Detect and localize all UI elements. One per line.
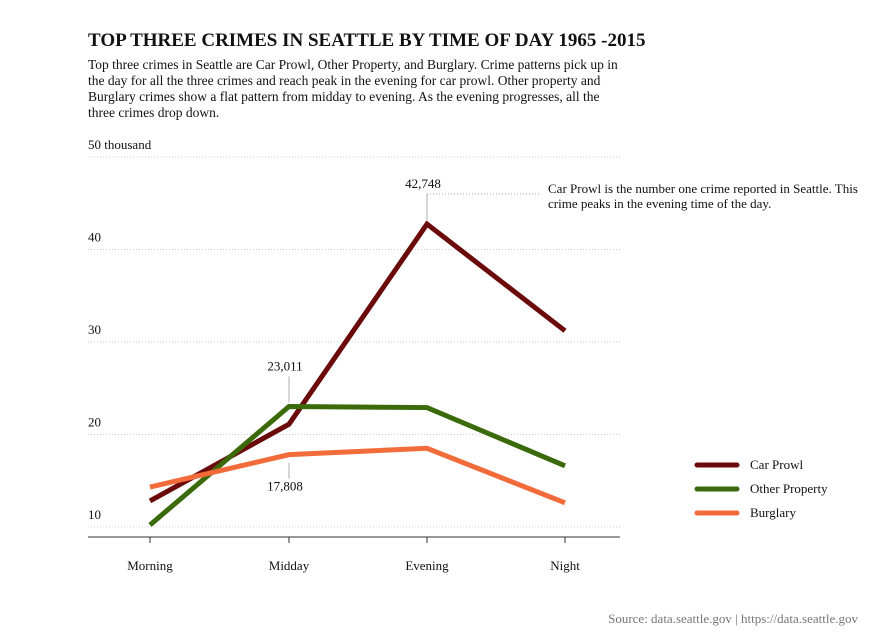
- legend-label: Other Property: [750, 481, 828, 496]
- y-tick-label: 50 thousand: [88, 137, 152, 152]
- y-tick-label: 10: [88, 507, 101, 522]
- chart-title: TOP THREE CRIMES IN SEATTLE BY TIME OF D…: [88, 30, 646, 51]
- value-label: 42,748: [405, 176, 441, 191]
- annotation: Car Prowl is the number one crime report…: [548, 181, 858, 211]
- chart-subtitle: Top three crimes in Seattle are Car Prow…: [88, 57, 618, 120]
- y-tick-label: 40: [88, 229, 101, 244]
- source: Source: data.seattle.gov | https://data.…: [608, 611, 858, 626]
- legend-label: Car Prowl: [750, 457, 803, 472]
- series-line: [148, 404, 566, 527]
- legend-label: Burglary: [750, 505, 796, 520]
- value-label: 23,011: [267, 359, 302, 374]
- x-tick-label: Midday: [269, 558, 310, 573]
- series-line: [149, 445, 566, 506]
- x-tick-label: Evening: [405, 558, 449, 573]
- value-label: 17,808: [267, 479, 303, 494]
- series-line: [148, 220, 567, 504]
- y-tick-label: 30: [88, 322, 101, 337]
- x-tick-label: Night: [550, 558, 580, 573]
- x-tick-label: Morning: [127, 558, 173, 573]
- y-tick-label: 20: [88, 414, 101, 429]
